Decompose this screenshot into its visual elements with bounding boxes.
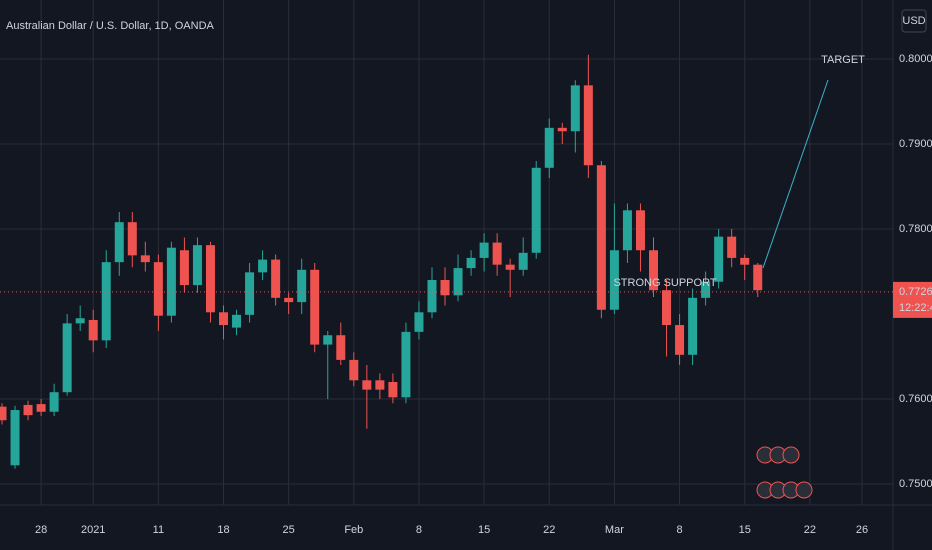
- currency-label: USD: [902, 15, 925, 27]
- candle-body: [557, 127, 567, 132]
- chart-title: Australian Dollar / U.S. Dollar, 1D, OAN…: [6, 20, 215, 32]
- candle-body: [297, 269, 307, 303]
- candle-body: [284, 297, 294, 303]
- x-tick-label: 28: [35, 524, 47, 536]
- x-tick-label: Mar: [605, 524, 624, 536]
- target-annotation: TARGET: [821, 54, 865, 66]
- x-tick-label: 8: [416, 524, 422, 536]
- candle-body: [649, 250, 658, 291]
- candle-body: [114, 222, 124, 263]
- candle-body: [570, 85, 580, 132]
- candle-body: [362, 380, 372, 390]
- candle-body: [440, 279, 450, 296]
- candle-body: [62, 323, 72, 393]
- x-tick-label: 11: [153, 524, 164, 536]
- grid: [0, 0, 893, 505]
- candle-body: [310, 269, 320, 345]
- candle-body: [219, 312, 229, 326]
- candle-body: [75, 318, 85, 324]
- candle-body: [427, 279, 437, 313]
- candle-body: [388, 382, 398, 398]
- candle-body: [127, 222, 137, 256]
- countdown-label: 12:22:43: [899, 302, 932, 314]
- currency-button[interactable]: [901, 9, 927, 33]
- candle-body: [596, 165, 606, 310]
- candle-body: [635, 210, 645, 251]
- candle-body: [88, 319, 98, 341]
- candle-body: [531, 167, 541, 253]
- candle-body: [492, 242, 502, 265]
- x-tick-label: 18: [217, 524, 229, 536]
- candle-body: [153, 262, 163, 316]
- x-tick-label: 2021: [81, 524, 105, 536]
- candle-body: [375, 380, 385, 390]
- candle-body: [622, 210, 632, 251]
- candle-body: [479, 242, 489, 258]
- trend-line: [762, 79, 829, 269]
- candle-body: [323, 335, 333, 345]
- event-icons: [756, 446, 813, 499]
- x-tick-label: 8: [676, 524, 682, 536]
- candle-body: [740, 257, 750, 265]
- candle-body: [271, 259, 281, 298]
- candle-body: [753, 264, 763, 291]
- x-tick-label: 26: [856, 524, 868, 536]
- x-tick-label: 25: [283, 524, 295, 536]
- candle-body: [140, 255, 150, 263]
- candle-body: [192, 245, 202, 286]
- candle-body: [166, 247, 176, 316]
- candle-body: [10, 410, 20, 466]
- candle-body: [727, 236, 737, 258]
- candle-body: [49, 392, 59, 412]
- candle-body: [336, 335, 346, 360]
- candle-body: [688, 297, 698, 355]
- candle-body: [453, 268, 463, 296]
- candle-body: [714, 236, 724, 282]
- candle-body: [414, 312, 424, 332]
- candle-body: [23, 404, 33, 416]
- candle-body: [36, 404, 46, 412]
- last-price-label: 0.77260: [899, 286, 932, 298]
- x-tick-label: 22: [543, 524, 555, 536]
- x-tick-label: 15: [739, 524, 751, 536]
- y-tick-label: 0.75000: [899, 478, 932, 490]
- candle-body: [662, 290, 672, 326]
- candle-body: [245, 272, 255, 315]
- candle-body: [232, 314, 242, 328]
- x-tick-label: Feb: [344, 524, 363, 536]
- candle-body: [179, 250, 189, 286]
- candles: [0, 54, 763, 469]
- candle-body: [349, 359, 359, 381]
- candle-body: [583, 85, 593, 166]
- candle-body: [466, 257, 476, 269]
- candle-body: [205, 245, 215, 313]
- support-annotation: STRONG SUPPORT: [613, 277, 716, 289]
- candle-body: [505, 264, 515, 270]
- candle-body: [518, 252, 528, 270]
- candle-body: [675, 325, 685, 355]
- candle-body: [401, 331, 411, 398]
- x-tick-label: 15: [478, 524, 490, 536]
- candle-body: [0, 406, 7, 421]
- last-price-box: [893, 281, 932, 318]
- candle-body: [544, 127, 554, 168]
- x-tick-label: 22: [804, 524, 816, 536]
- candle-body: [701, 281, 711, 298]
- candle-body: [101, 262, 111, 341]
- candle-body: [609, 250, 619, 310]
- candle-body: [258, 259, 268, 273]
